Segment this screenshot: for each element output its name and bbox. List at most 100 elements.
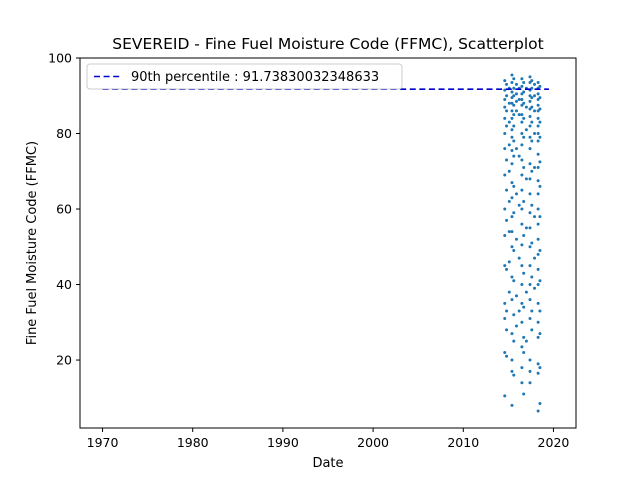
data-point — [538, 279, 542, 283]
data-point — [533, 256, 537, 260]
data-point — [530, 169, 534, 173]
data-point — [512, 154, 516, 158]
data-point — [520, 143, 524, 147]
data-point — [538, 215, 542, 219]
data-point — [512, 184, 516, 188]
data-point — [533, 215, 537, 219]
data-point — [510, 81, 514, 85]
data-point — [530, 275, 534, 279]
y-tick-label: 40 — [56, 277, 72, 292]
data-point — [510, 332, 514, 336]
data-point — [503, 301, 507, 305]
data-point — [530, 328, 534, 332]
plot-frame — [79, 57, 577, 429]
data-point — [533, 94, 537, 98]
data-point — [520, 132, 524, 136]
x-tick-label: 2000 — [357, 435, 389, 450]
data-point — [503, 98, 507, 102]
data-point — [510, 116, 514, 120]
data-point — [528, 245, 532, 249]
data-point — [514, 109, 518, 113]
data-point — [536, 283, 540, 287]
data-point — [536, 116, 540, 120]
data-point — [517, 113, 521, 117]
data-point — [505, 188, 509, 192]
data-point — [514, 324, 518, 328]
data-point — [510, 245, 514, 249]
data-point — [503, 88, 507, 92]
data-point — [522, 233, 526, 237]
data-point — [514, 147, 518, 151]
data-point — [538, 249, 542, 253]
data-point — [514, 237, 518, 241]
data-point — [522, 305, 526, 309]
data-point — [517, 256, 521, 260]
data-point — [507, 230, 511, 234]
data-point — [520, 188, 524, 192]
data-point — [528, 107, 532, 111]
data-point — [503, 394, 507, 398]
data-point — [522, 335, 526, 339]
data-point — [503, 207, 507, 211]
y-tick-label: 60 — [56, 202, 72, 217]
chart-title: SEVEREID - Fine Fuel Moisture Code (FFMC… — [112, 35, 543, 53]
data-point — [510, 181, 514, 185]
data-point — [514, 294, 518, 298]
data-point — [522, 350, 526, 354]
data-point — [536, 124, 540, 128]
data-point — [520, 92, 524, 96]
data-point — [520, 243, 524, 247]
data-point — [528, 283, 532, 287]
data-point — [512, 373, 516, 377]
data-point — [530, 96, 534, 100]
data-point — [536, 301, 540, 305]
y-tick-label: 20 — [56, 353, 72, 368]
data-point — [503, 317, 507, 321]
data-point — [520, 366, 524, 370]
data-point — [510, 162, 514, 166]
data-point — [520, 222, 524, 226]
data-point — [510, 96, 514, 100]
data-point — [538, 84, 542, 88]
data-point — [520, 345, 524, 349]
data-point — [530, 105, 534, 109]
data-point — [505, 328, 509, 332]
data-point — [528, 147, 532, 151]
data-point — [528, 81, 532, 85]
data-point — [510, 196, 514, 200]
data-point — [536, 109, 540, 113]
data-point — [507, 290, 511, 294]
data-point — [505, 354, 509, 358]
data-point — [533, 165, 537, 169]
data-point — [503, 105, 507, 109]
data-point — [536, 252, 540, 256]
data-point — [503, 264, 507, 268]
data-point — [505, 109, 509, 113]
data-point — [530, 79, 534, 83]
data-point — [505, 218, 509, 222]
data-point — [503, 116, 507, 120]
x-axis-ticks: 1970 1980 1990 2000 2010 2020 — [87, 428, 569, 450]
data-point — [530, 241, 534, 245]
data-point — [536, 152, 540, 156]
data-point — [510, 101, 514, 105]
data-point — [505, 94, 509, 98]
data-point — [528, 358, 532, 362]
data-point — [528, 264, 532, 268]
data-point — [520, 301, 524, 305]
data-point — [536, 92, 540, 96]
data-point — [520, 113, 524, 117]
data-point — [514, 99, 518, 103]
y-tick-label: 100 — [48, 51, 72, 66]
data-point — [510, 128, 514, 132]
data-point — [512, 94, 516, 98]
data-point — [536, 132, 540, 136]
data-point — [503, 233, 507, 237]
data-point — [512, 211, 516, 215]
data-point — [522, 135, 526, 139]
data-point — [520, 120, 524, 124]
data-point — [505, 309, 509, 313]
data-point — [538, 184, 542, 188]
data-point — [536, 81, 540, 85]
